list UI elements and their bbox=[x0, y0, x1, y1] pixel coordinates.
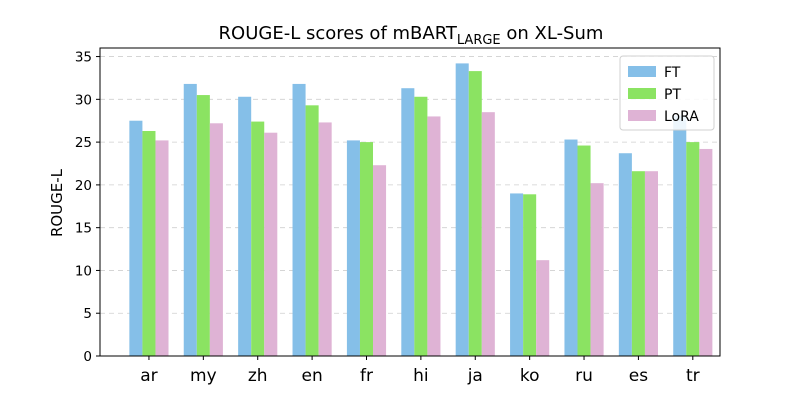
bar-ft-tr bbox=[673, 115, 687, 356]
axes-layer: 0 5 10 15 20 25 30 35 ar my zh en fr hi ja ko ru es tr bbox=[75, 47, 721, 386]
chart-title-prefix: ROUGE-L scores of mBART bbox=[219, 23, 458, 44]
bar-lora-ar bbox=[155, 140, 169, 356]
x-tick-label-ar: ar bbox=[140, 366, 157, 386]
chart-title-subscript: LARGE bbox=[457, 33, 501, 48]
bar-pt-my bbox=[196, 95, 210, 356]
bar-ft-my bbox=[183, 83, 197, 357]
x-tick-label-zh: zh bbox=[248, 366, 268, 386]
bar-ft-fr bbox=[346, 140, 360, 356]
x-tick-label-en: en bbox=[301, 366, 322, 386]
bar-pt-es bbox=[631, 171, 645, 356]
y-tick-label: 20 bbox=[75, 178, 92, 194]
legend-swatch-pt bbox=[628, 88, 656, 99]
x-tick-label-ko: ko bbox=[520, 366, 540, 386]
bar-ft-es bbox=[618, 153, 632, 356]
bar-lora-tr bbox=[699, 148, 713, 356]
bar-lora-ja bbox=[481, 112, 495, 356]
bar-ft-ja bbox=[455, 63, 469, 357]
bar-pt-ko bbox=[523, 194, 537, 356]
bar-ft-en bbox=[292, 83, 306, 357]
bar-pt-hi bbox=[414, 96, 428, 357]
y-tick-label: 25 bbox=[75, 135, 92, 151]
y-tick-label: 30 bbox=[75, 92, 92, 108]
bar-pt-en bbox=[305, 105, 319, 356]
y-axis-label: ROUGE-L bbox=[48, 168, 66, 237]
bar-ft-hi bbox=[401, 88, 415, 357]
bar-lora-hi bbox=[427, 116, 441, 356]
bar-lora-fr bbox=[373, 165, 387, 356]
y-tick-label: 5 bbox=[83, 306, 92, 322]
bar-lora-my bbox=[209, 123, 223, 356]
bar-lora-ru bbox=[590, 183, 604, 356]
bar-lora-ko bbox=[536, 260, 550, 356]
y-tick-label: 35 bbox=[75, 50, 92, 66]
bar-pt-ja bbox=[468, 71, 482, 356]
y-tick-label: 15 bbox=[75, 221, 92, 237]
bar-ft-ko bbox=[510, 193, 524, 356]
legend-label-pt: PT bbox=[664, 87, 681, 103]
bar-pt-fr bbox=[359, 142, 374, 356]
legend-label-ft: FT bbox=[664, 65, 681, 81]
y-tick-label: 0 bbox=[83, 349, 92, 365]
legend-swatch-lora bbox=[628, 110, 656, 121]
x-tick-label-hi: hi bbox=[413, 366, 429, 386]
bar-ft-ru bbox=[564, 139, 578, 356]
bar-ft-zh bbox=[238, 96, 252, 357]
x-tick-label-tr: tr bbox=[686, 366, 700, 386]
y-tick-label: 10 bbox=[75, 263, 92, 279]
x-tick-label-ru: ru bbox=[575, 366, 593, 386]
chart-title-suffix: on XL-Sum bbox=[501, 23, 604, 44]
bar-lora-zh bbox=[264, 132, 278, 356]
x-tick-label-ja: ja bbox=[467, 366, 483, 386]
bar-pt-ru bbox=[577, 145, 591, 356]
bar-lora-en bbox=[318, 122, 332, 357]
x-tick-label-my: my bbox=[190, 366, 217, 386]
x-tick-label-es: es bbox=[629, 366, 648, 386]
bar-lora-es bbox=[644, 171, 658, 356]
bar-pt-tr bbox=[686, 142, 700, 356]
plot-frame bbox=[99, 47, 721, 357]
legend-label-lora: LoRA bbox=[664, 109, 699, 125]
bar-pt-zh bbox=[251, 121, 265, 356]
bar-ft-ar bbox=[129, 120, 143, 356]
legend-swatch-ft bbox=[628, 66, 656, 77]
x-tick-label-fr: fr bbox=[360, 366, 373, 386]
bars-layer bbox=[129, 63, 713, 357]
bar-pt-ar bbox=[142, 130, 156, 356]
legend: FT PT LoRA bbox=[619, 55, 715, 131]
chart-title: ROUGE-L scores of mBARTLARGE on XL-Sum bbox=[219, 23, 604, 48]
